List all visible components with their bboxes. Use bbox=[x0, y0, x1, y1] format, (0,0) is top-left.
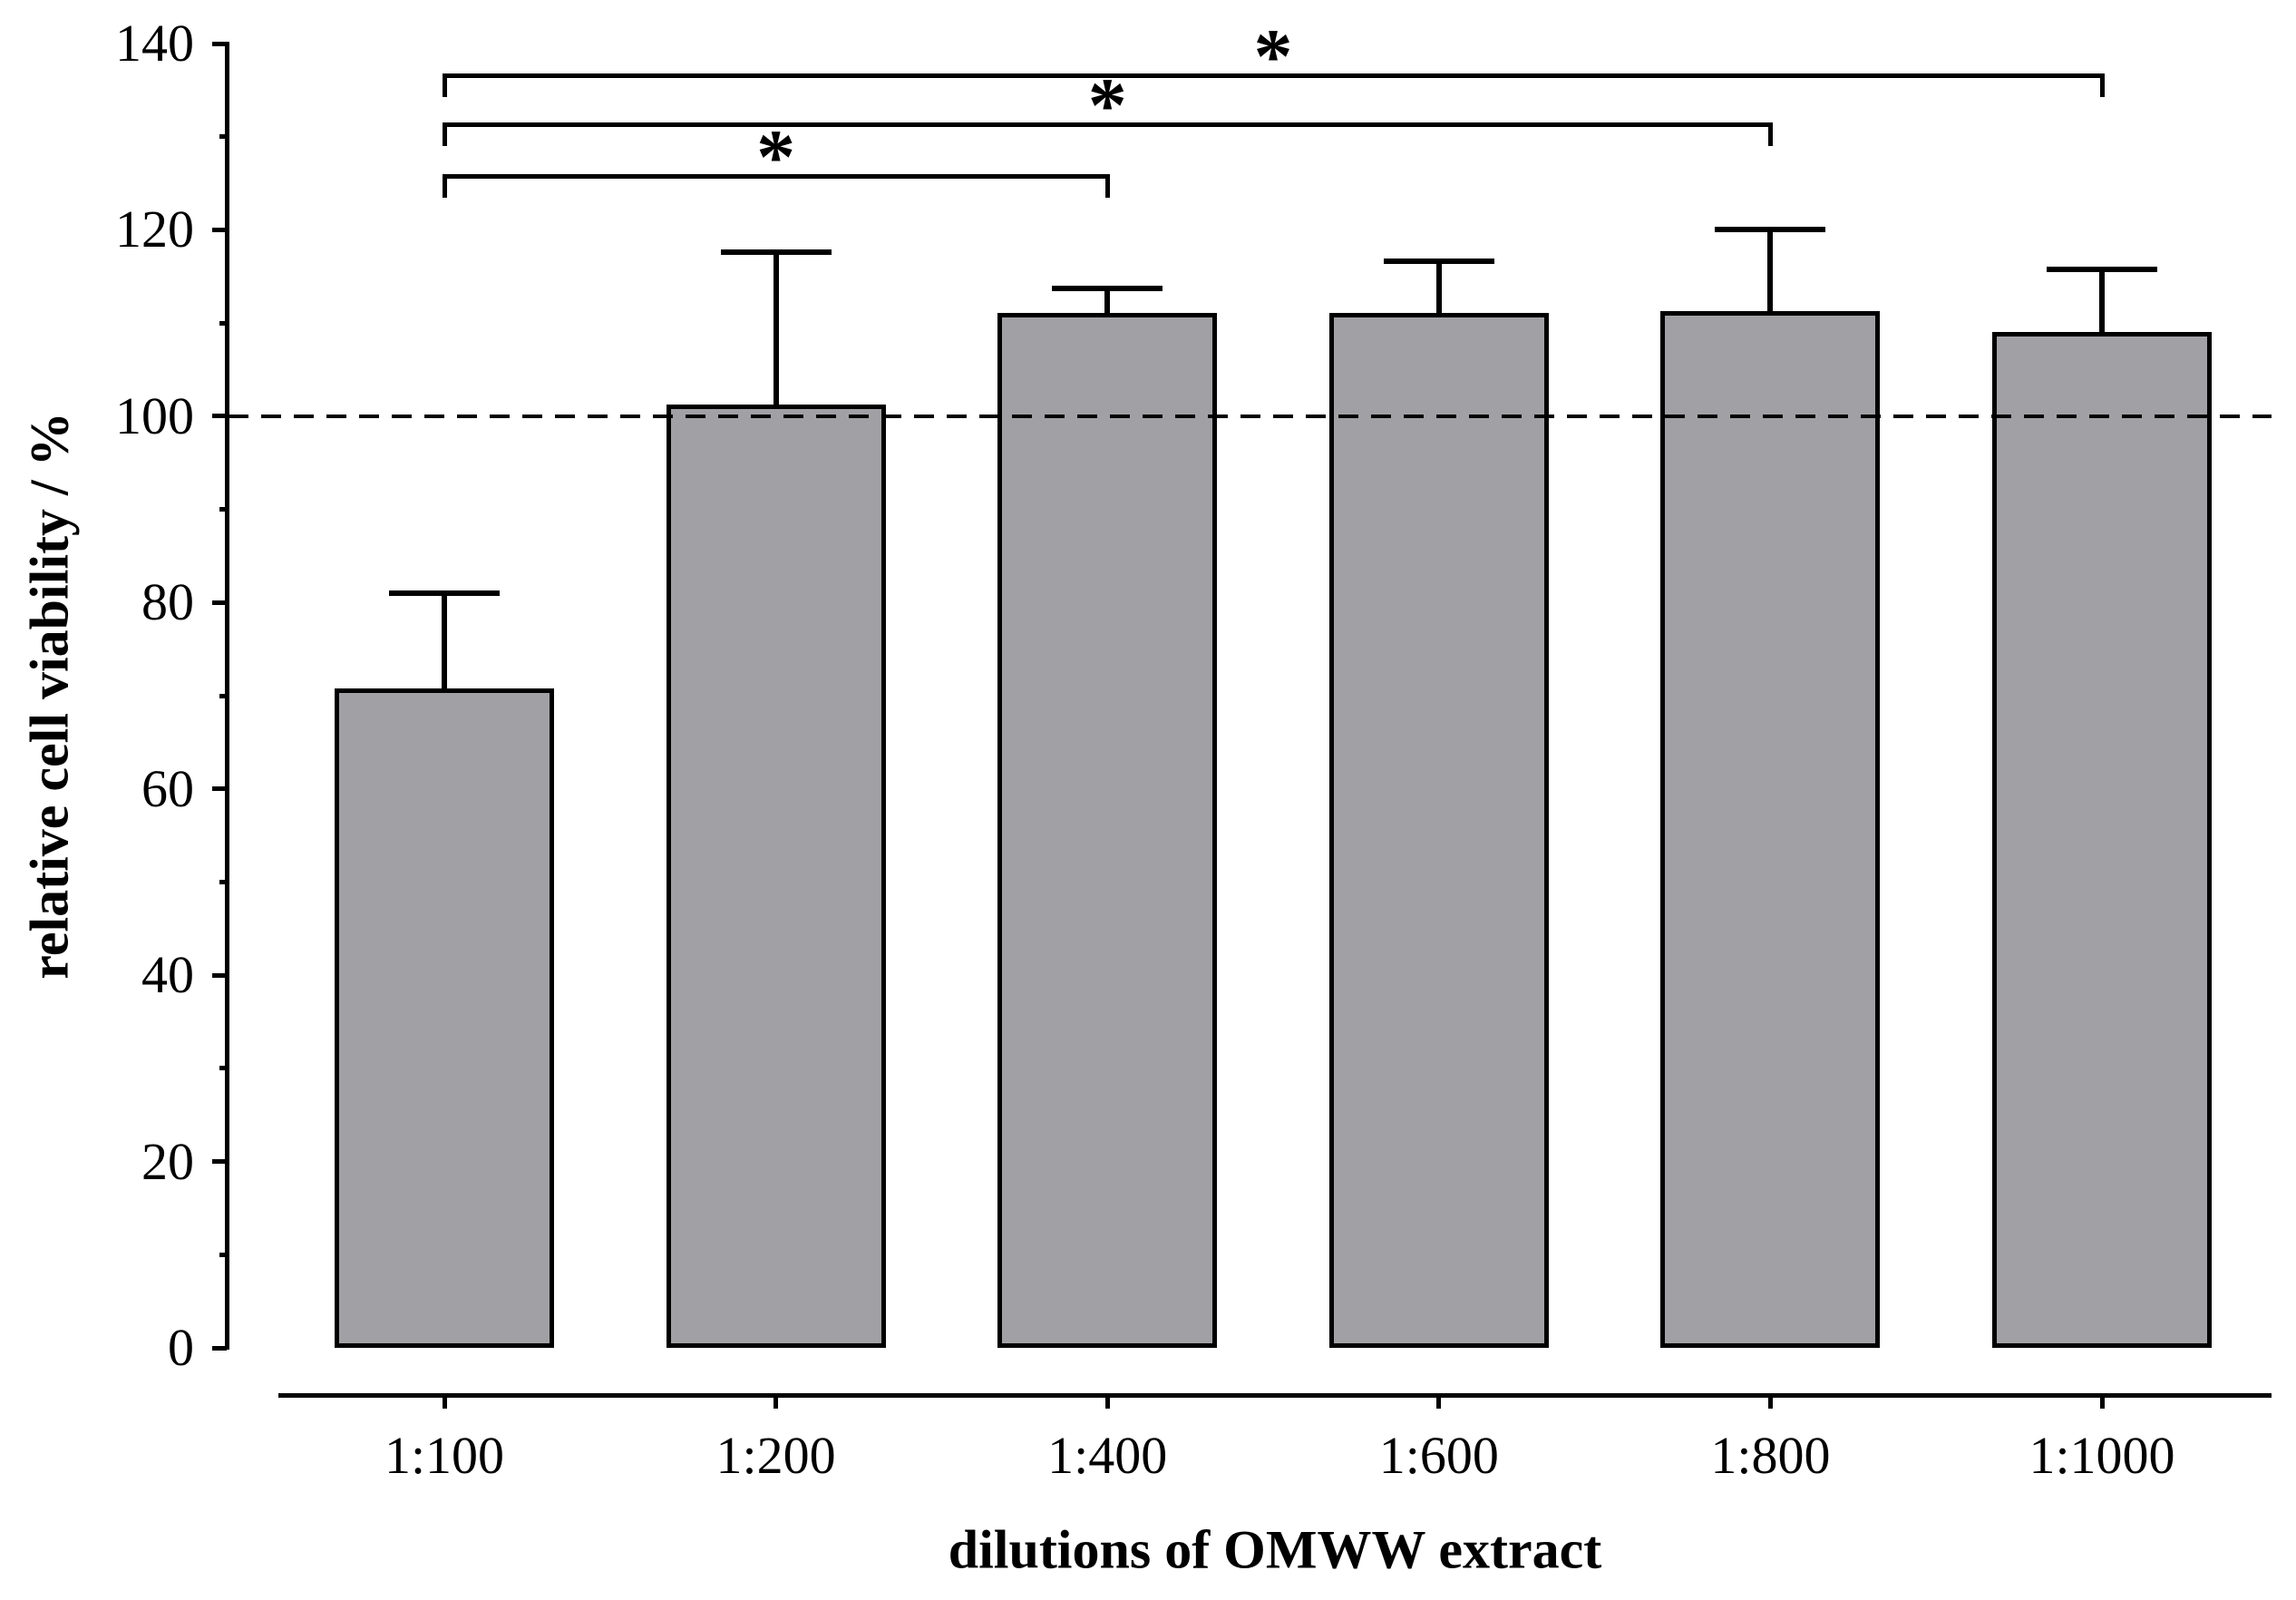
x-tick-label-1:600: 1:600 bbox=[1378, 1426, 1499, 1485]
y-axis-title: relative cell viability / % bbox=[19, 412, 80, 980]
y-minor-tick-110 bbox=[219, 320, 227, 326]
x-tick-1:1000 bbox=[2099, 1395, 2105, 1409]
y-tick-label-60: 60 bbox=[141, 758, 194, 818]
y-major-tick-0 bbox=[212, 1345, 227, 1351]
error-bar-line-1:400 bbox=[1104, 288, 1111, 313]
significance-asterisk-2: * bbox=[1253, 12, 1293, 100]
y-major-tick-80 bbox=[212, 600, 227, 605]
bar-1:600 bbox=[1328, 312, 1549, 1348]
error-bar-cap-1:400 bbox=[1052, 286, 1163, 292]
bar-1:1000 bbox=[1992, 332, 2212, 1348]
error-bar-cap-1:100 bbox=[389, 590, 500, 596]
x-tick-label-1:800: 1:800 bbox=[1710, 1426, 1831, 1485]
x-axis-title: dilutions of OMWW extract bbox=[948, 1519, 1602, 1580]
significance-asterisk-0: * bbox=[756, 112, 796, 200]
error-bar-line-1:1000 bbox=[2099, 268, 2105, 333]
significance-bracket-1:100-1:400 bbox=[442, 173, 1110, 198]
y-tick-label-40: 40 bbox=[141, 945, 194, 1005]
y-tick-label-120: 120 bbox=[115, 200, 194, 259]
y-major-tick-40 bbox=[212, 972, 227, 978]
y-major-tick-100 bbox=[212, 414, 227, 419]
bar-1:800 bbox=[1660, 310, 1881, 1348]
y-tick-label-0: 0 bbox=[168, 1318, 194, 1377]
y-minor-tick-130 bbox=[219, 134, 227, 140]
x-axis-line bbox=[278, 1392, 2272, 1398]
y-major-tick-20 bbox=[212, 1159, 227, 1165]
x-tick-label-1:1000: 1:1000 bbox=[2028, 1426, 2175, 1485]
significance-bracket-1:100-1:1000 bbox=[442, 73, 2105, 97]
x-tick-1:600 bbox=[1436, 1395, 1442, 1409]
error-bar-cap-1:1000 bbox=[2047, 266, 2157, 272]
y-axis-line bbox=[224, 42, 229, 1350]
y-tick-label-140: 140 bbox=[115, 14, 194, 73]
bar-1:100 bbox=[335, 688, 554, 1348]
y-minor-tick-10 bbox=[219, 1252, 227, 1257]
significance-bracket-1:100-1:800 bbox=[442, 122, 1773, 147]
y-tick-label-100: 100 bbox=[115, 385, 194, 445]
error-bar-cap-1:800 bbox=[1715, 227, 1826, 233]
bar-1:400 bbox=[997, 312, 1218, 1348]
y-major-tick-120 bbox=[212, 227, 227, 232]
y-tick-label-80: 80 bbox=[141, 572, 194, 632]
error-bar-line-1:800 bbox=[1767, 229, 1774, 311]
error-bar-cap-1:200 bbox=[720, 249, 832, 256]
error-bar-line-1:100 bbox=[442, 593, 447, 688]
bar-1:200 bbox=[666, 404, 886, 1348]
y-major-tick-140 bbox=[212, 41, 227, 46]
x-tick-1:800 bbox=[1767, 1395, 1773, 1409]
error-bar-line-1:200 bbox=[773, 252, 779, 405]
y-minor-tick-30 bbox=[219, 1066, 227, 1071]
y-minor-tick-50 bbox=[219, 879, 227, 884]
y-minor-tick-70 bbox=[219, 693, 227, 698]
error-bar-cap-1:600 bbox=[1383, 259, 1494, 265]
y-tick-label-20: 20 bbox=[141, 1131, 194, 1191]
x-tick-1:200 bbox=[773, 1395, 779, 1409]
x-tick-1:100 bbox=[442, 1395, 447, 1409]
error-bar-line-1:600 bbox=[1435, 261, 1442, 313]
x-tick-label-1:400: 1:400 bbox=[1047, 1426, 1168, 1485]
x-tick-1:400 bbox=[1104, 1395, 1110, 1409]
y-major-tick-60 bbox=[212, 786, 227, 792]
x-tick-label-1:100: 1:100 bbox=[384, 1426, 505, 1485]
significance-asterisk-1: * bbox=[1087, 62, 1127, 150]
reference-line-100 bbox=[229, 414, 2272, 418]
x-tick-label-1:200: 1:200 bbox=[715, 1426, 836, 1485]
y-minor-tick-90 bbox=[219, 507, 227, 512]
